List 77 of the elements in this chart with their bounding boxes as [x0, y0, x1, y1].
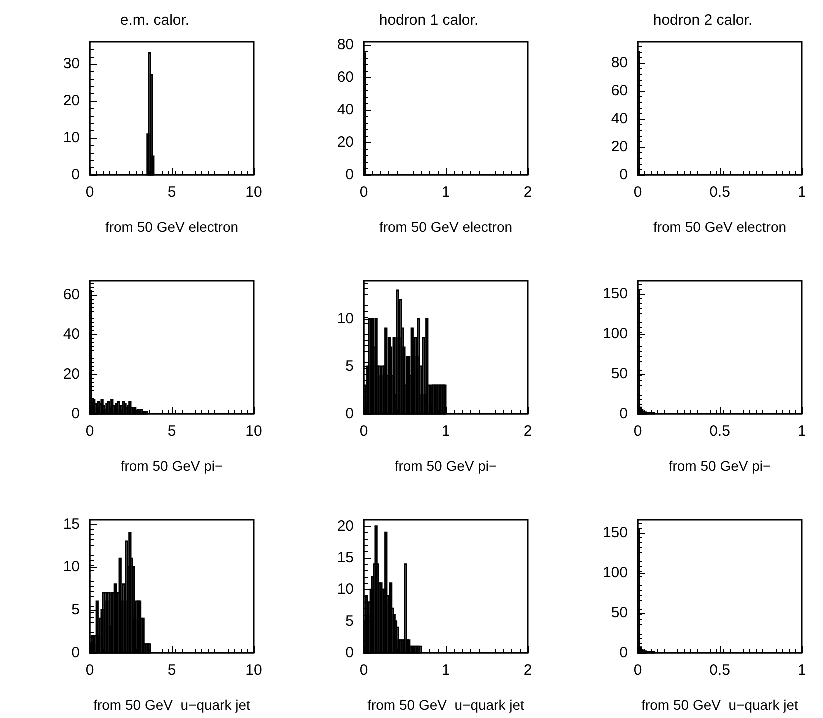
chart-title: hodron 1 calor. — [379, 12, 479, 29]
y-tick-label: 60 — [63, 286, 80, 304]
y-tick-label: 20 — [337, 518, 354, 535]
x-tick-label: 0 — [634, 184, 642, 201]
x-tick-label: 1 — [798, 184, 806, 201]
x-tick-label: 10 — [246, 662, 262, 679]
x-tick-label: 5 — [168, 423, 176, 440]
y-tick-label: 40 — [63, 326, 80, 344]
y-tick-label: 10 — [63, 130, 80, 147]
y-tick-label: 0 — [72, 166, 80, 184]
y-tick-label: 100 — [602, 325, 628, 342]
x-tick-label: 0 — [86, 662, 94, 679]
x-tick-label: 1 — [798, 423, 806, 440]
y-tick-label: 20 — [63, 366, 80, 383]
x-axis-title: from 50 GeV u−quark jet — [94, 697, 251, 713]
y-tick-label: 20 — [611, 138, 628, 156]
y-tick-label: 10 — [63, 558, 80, 576]
y-tick-label: 0 — [72, 644, 80, 662]
y-tick-label: 60 — [337, 69, 354, 86]
x-tick-label: 10 — [246, 184, 262, 201]
y-tick-label: 5 — [346, 612, 354, 630]
x-tick-label: 1 — [442, 423, 450, 440]
y-tick-label: 10 — [337, 581, 354, 598]
x-axis-title: from 50 GeV pi− — [120, 458, 224, 474]
x-axis-title: from 50 GeV u−quark jet — [368, 697, 525, 713]
x-tick-label: 0 — [86, 184, 94, 201]
x-tick-label: 0.5 — [710, 662, 730, 679]
x-tick-label: 0 — [360, 423, 368, 440]
y-tick-label: 0 — [72, 406, 80, 422]
chart-title: e.m. calor. — [120, 12, 190, 29]
y-tick-label: 80 — [611, 54, 628, 72]
y-tick-label: 50 — [611, 604, 628, 622]
x-axis-title: from 50 GeV u−quark jet — [642, 697, 799, 713]
y-tick-label: 150 — [602, 524, 628, 542]
y-tick-label: 15 — [337, 550, 354, 566]
x-axis-title: from 50 GeV pi− — [394, 458, 498, 474]
x-tick-label: 0 — [634, 423, 642, 440]
y-tick-label: 50 — [611, 365, 628, 382]
x-tick-label: 5 — [168, 662, 176, 679]
x-tick-label: 0.5 — [710, 423, 730, 440]
x-tick-label: 0 — [360, 184, 368, 201]
y-tick-label: 0 — [346, 406, 354, 422]
x-tick-label: 0 — [360, 662, 368, 679]
y-tick-label: 40 — [337, 102, 354, 119]
x-axis-title: from 50 GeV electron — [653, 219, 787, 235]
y-tick-label: 60 — [611, 82, 628, 100]
y-tick-label: 40 — [611, 110, 628, 128]
y-tick-label: 15 — [63, 516, 80, 533]
y-tick-label: 0 — [620, 166, 628, 184]
y-tick-label: 0 — [346, 166, 354, 184]
x-tick-label: 0.5 — [710, 184, 730, 201]
x-axis-title: from 50 GeV pi− — [668, 458, 772, 474]
x-tick-label: 2 — [524, 423, 532, 440]
y-tick-label: 30 — [63, 56, 80, 73]
x-axis-title: from 50 GeV electron — [379, 219, 513, 235]
y-tick-label: 0 — [620, 644, 628, 662]
y-tick-label: 10 — [337, 310, 354, 328]
y-tick-label: 0 — [346, 644, 354, 662]
x-tick-label: 5 — [168, 184, 176, 201]
x-tick-label: 0 — [634, 662, 642, 679]
y-tick-label: 150 — [602, 285, 628, 302]
y-tick-label: 5 — [72, 602, 80, 619]
y-tick-label: 0 — [620, 406, 628, 422]
y-tick-label: 100 — [602, 564, 628, 582]
chart-title: hodron 2 calor. — [653, 12, 753, 29]
x-tick-label: 10 — [246, 423, 262, 440]
x-tick-label: 2 — [524, 662, 532, 679]
x-tick-label: 1 — [798, 662, 806, 679]
x-tick-label: 1 — [442, 184, 450, 201]
y-tick-label: 20 — [63, 92, 80, 110]
x-tick-label: 0 — [86, 423, 94, 440]
y-tick-label: 5 — [346, 358, 354, 375]
x-axis-title: from 50 GeV electron — [105, 219, 239, 235]
x-tick-label: 1 — [442, 662, 450, 679]
y-tick-label: 20 — [337, 134, 354, 152]
y-tick-label: 80 — [337, 36, 354, 54]
x-tick-label: 2 — [524, 184, 532, 201]
